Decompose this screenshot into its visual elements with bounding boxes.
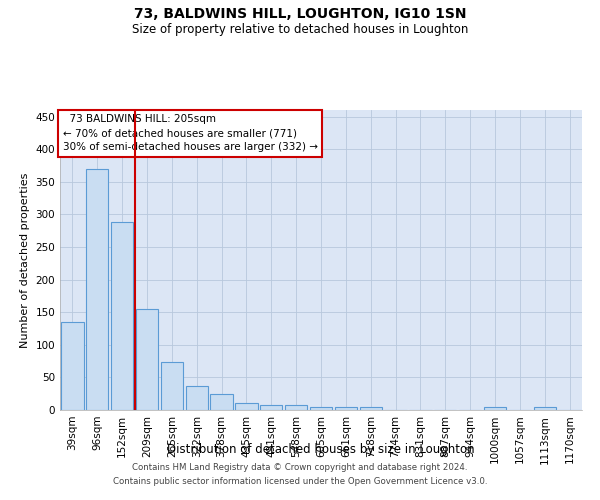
Text: Distribution of detached houses by size in Loughton: Distribution of detached houses by size … (167, 442, 475, 456)
Text: Contains HM Land Registry data © Crown copyright and database right 2024.: Contains HM Land Registry data © Crown c… (132, 464, 468, 472)
Bar (211, 394, 233, 410)
Bar (86, 168, 109, 410)
Bar (533, 408, 556, 410)
Bar (161, 362, 183, 410)
Bar (359, 408, 382, 410)
Bar (136, 309, 158, 410)
Text: 73 BALDWINS HILL: 205sqm
← 70% of detached houses are smaller (771)
30% of semi-: 73 BALDWINS HILL: 205sqm ← 70% of detach… (62, 114, 317, 152)
Bar (310, 408, 332, 410)
Y-axis label: Number of detached properties: Number of detached properties (20, 172, 30, 348)
Text: Size of property relative to detached houses in Loughton: Size of property relative to detached ho… (132, 22, 468, 36)
Bar (335, 408, 357, 410)
Bar (235, 404, 257, 410)
Bar (285, 406, 307, 410)
Bar (61, 322, 83, 410)
Text: Contains public sector information licensed under the Open Government Licence v3: Contains public sector information licen… (113, 477, 487, 486)
Bar (484, 408, 506, 410)
Bar (111, 222, 133, 410)
Bar (260, 405, 283, 410)
Text: 73, BALDWINS HILL, LOUGHTON, IG10 1SN: 73, BALDWINS HILL, LOUGHTON, IG10 1SN (134, 8, 466, 22)
Bar (185, 386, 208, 410)
